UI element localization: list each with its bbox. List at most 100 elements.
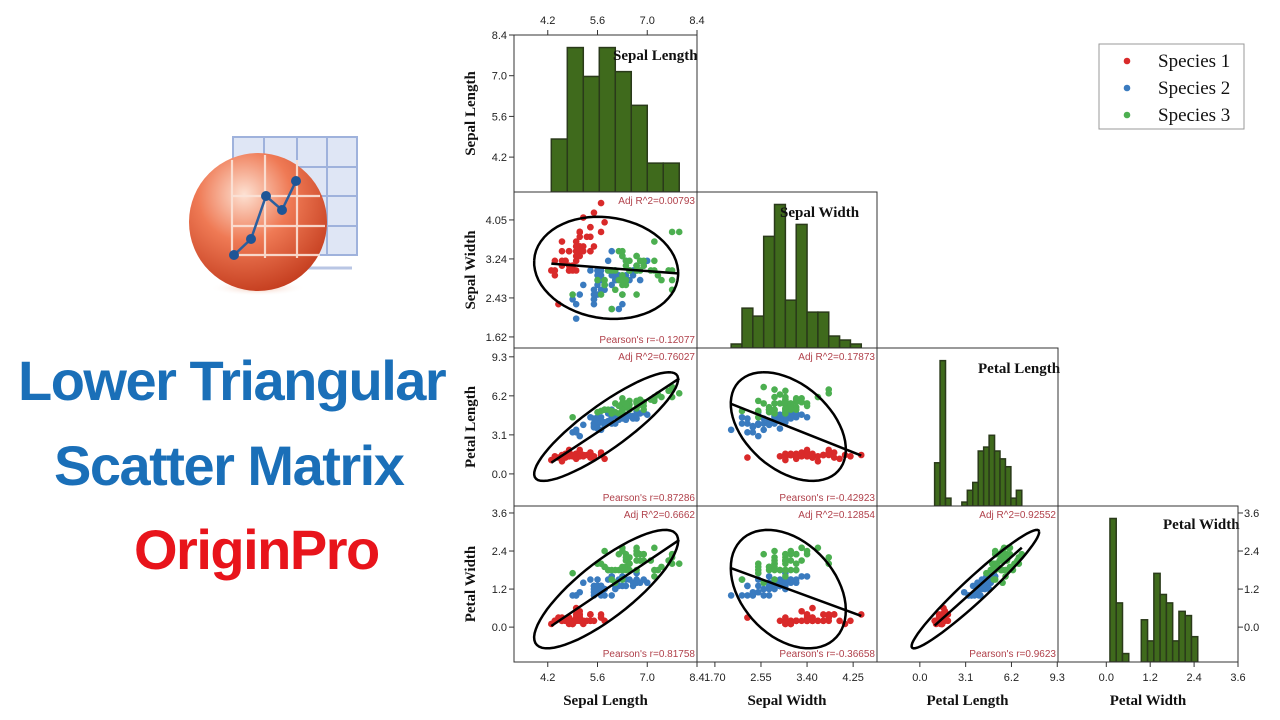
data-point	[590, 243, 598, 250]
data-point	[738, 592, 746, 599]
y-tick-label: 3.1	[492, 430, 507, 442]
data-point	[576, 233, 584, 241]
right-y-tick-label: 1.2	[1244, 584, 1259, 596]
data-point	[587, 267, 594, 274]
data-point	[601, 286, 608, 294]
data-point	[798, 617, 805, 625]
x-axis-label: Petal Width	[1110, 693, 1187, 709]
data-point	[754, 407, 762, 415]
data-point	[820, 611, 827, 618]
x-axis-label: Petal Length	[926, 693, 1009, 709]
data-point	[782, 406, 789, 413]
title-line-1: Lower Triangular	[18, 349, 447, 412]
data-point	[565, 452, 573, 460]
data-point	[830, 454, 838, 461]
data-point	[754, 432, 762, 440]
data-point	[803, 617, 811, 625]
data-point	[615, 305, 623, 313]
histogram-bar	[988, 434, 996, 506]
data-point	[771, 406, 778, 413]
data-point	[633, 262, 640, 269]
data-point	[744, 415, 751, 422]
data-point	[622, 554, 630, 561]
data-point	[576, 611, 584, 618]
histogram-bar	[1153, 572, 1161, 662]
histogram-bar	[730, 343, 743, 348]
histogram-bar	[999, 458, 1007, 506]
scatter-panel	[532, 528, 683, 650]
fit-line	[730, 402, 862, 457]
confidence-ellipse	[532, 528, 680, 650]
data-point	[619, 291, 626, 298]
data-point	[572, 252, 580, 260]
data-point	[651, 573, 658, 580]
data-point	[820, 451, 827, 459]
data-point	[587, 611, 594, 618]
data-point	[760, 420, 767, 427]
legend-marker	[1123, 57, 1131, 65]
data-point	[776, 425, 784, 432]
x-tick-label: 4.25	[842, 672, 863, 684]
x-tick-label: 7.0	[640, 672, 655, 684]
histogram-panel	[1109, 517, 1199, 662]
data-point	[792, 452, 800, 460]
data-point	[760, 592, 767, 599]
data-point	[572, 238, 580, 245]
top-x-tick-label: 8.4	[689, 15, 704, 27]
pearson-r-label: Pearson's r=0.9623	[969, 649, 1056, 660]
legend-box	[1098, 43, 1245, 130]
histogram-bar	[598, 46, 617, 192]
data-point	[597, 228, 605, 236]
histogram-bar	[762, 235, 776, 348]
data-point	[765, 573, 773, 580]
histogram-bar	[1165, 602, 1174, 662]
data-point	[798, 573, 805, 580]
adj-r2-label: Adj R^2=0.17873	[798, 352, 875, 363]
histogram-bar	[972, 481, 979, 506]
y-tick-label: 3.6	[492, 508, 507, 520]
data-point	[579, 281, 587, 289]
data-point	[579, 421, 587, 429]
data-point	[749, 592, 757, 599]
y-axis-label: Sepal Length	[463, 71, 479, 156]
data-point	[633, 544, 640, 552]
data-point	[633, 576, 640, 583]
pearson-r-label: Pearson's r=-0.42923	[779, 493, 875, 504]
legend-label: Species 1	[1158, 51, 1230, 72]
data-point	[744, 592, 751, 599]
data-point	[803, 573, 811, 580]
data-point	[814, 617, 822, 625]
y-tick-label: 5.6	[492, 111, 507, 123]
x-tick-label: 0.0	[1099, 672, 1114, 684]
data-point	[622, 262, 630, 269]
histogram-bar	[849, 343, 863, 348]
data-point	[798, 607, 805, 615]
scatter-panel	[910, 528, 1041, 650]
x-tick-label: 9.3	[1050, 672, 1065, 684]
data-point	[771, 547, 778, 555]
data-point	[590, 286, 598, 294]
data-point	[787, 406, 795, 413]
legend-marker	[1123, 111, 1131, 119]
confidence-ellipse	[532, 215, 680, 321]
adj-r2-label: Adj R^2=0.92552	[979, 510, 1056, 521]
data-point	[825, 617, 833, 625]
data-point	[787, 566, 795, 574]
data-point	[771, 400, 778, 407]
top-x-tick-label: 4.2	[540, 15, 555, 27]
data-point	[597, 291, 605, 298]
y-tick-label: 6.2	[492, 391, 507, 403]
data-point	[749, 429, 757, 436]
data-point	[608, 247, 616, 255]
data-point	[590, 291, 598, 298]
histogram-bar	[662, 162, 680, 192]
x-tick-label: 3.6	[1230, 672, 1245, 684]
data-point	[579, 243, 587, 250]
data-point	[594, 408, 601, 416]
legend-label: Species 3	[1158, 105, 1230, 126]
data-point	[633, 398, 640, 406]
data-point	[608, 592, 616, 599]
data-point	[814, 458, 822, 465]
y-tick-label: 1.2	[492, 584, 507, 596]
data-point	[754, 588, 762, 596]
